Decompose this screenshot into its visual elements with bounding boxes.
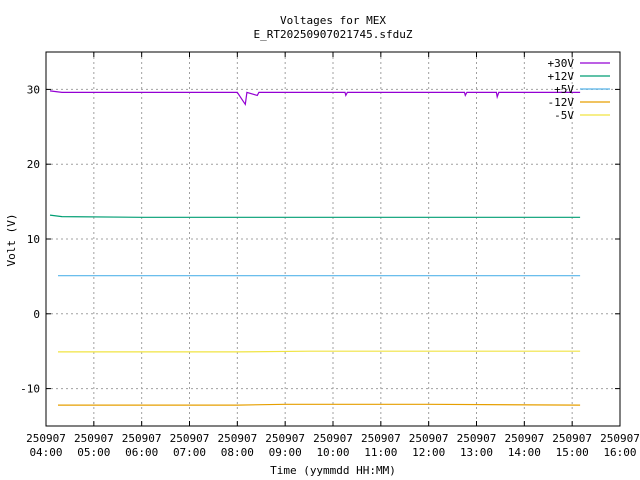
series-line-4 (58, 350, 581, 353)
y-tick-label: 0 (33, 308, 40, 321)
x-tick-label-date: 250907 (552, 432, 592, 445)
x-tick-label-date: 250907 (457, 432, 497, 445)
x-tick-label-time: 04:00 (29, 446, 62, 459)
grid (46, 52, 620, 426)
x-axis-label: Time (yymmdd HH:MM) (270, 464, 396, 477)
x-tick-label-date: 250907 (265, 432, 305, 445)
y-tick-label: 10 (27, 233, 40, 246)
series-line-1 (49, 214, 581, 218)
x-tick-label-date: 250907 (313, 432, 353, 445)
x-tick-label-date: 250907 (122, 432, 162, 445)
y-axis-label: Volt (V) (5, 214, 18, 267)
x-tick-label-time: 09:00 (269, 446, 302, 459)
x-tick-label-time: 13:00 (460, 446, 493, 459)
x-tick-label-time: 16:00 (603, 446, 636, 459)
x-tick-label-time: 12:00 (412, 446, 445, 459)
x-tick-label-time: 06:00 (125, 446, 158, 459)
x-tick-label-date: 250907 (74, 432, 114, 445)
legend-label: -12V (548, 96, 575, 109)
chart-title: Voltages for MEX (280, 14, 386, 27)
x-tick-label-time: 10:00 (316, 446, 349, 459)
x-tick-label-date: 250907 (217, 432, 257, 445)
legend: +30V+12V+5V-12V-5V (548, 57, 610, 122)
x-tick-label-date: 250907 (600, 432, 640, 445)
x-tick-label-time: 14:00 (508, 446, 541, 459)
x-tick-label-date: 250907 (170, 432, 210, 445)
y-tick-label: -10 (20, 383, 40, 396)
y-tick-label: 30 (27, 83, 40, 96)
x-tick-label-date: 250907 (361, 432, 401, 445)
legend-label: +12V (548, 70, 575, 83)
series (49, 90, 581, 406)
chart-subtitle: E_RT20250907021745.sfduZ (254, 28, 413, 41)
x-tick-label-time: 15:00 (556, 446, 589, 459)
x-tick-label-time: 07:00 (173, 446, 206, 459)
x-tick-label-time: 11:00 (364, 446, 397, 459)
y-tick-label: 20 (27, 158, 40, 171)
axis-ticks: 25090704:0025090705:0025090706:002509070… (20, 52, 640, 459)
x-tick-label-date: 250907 (504, 432, 544, 445)
x-tick-label-date: 250907 (26, 432, 66, 445)
series-line-0 (49, 90, 581, 107)
series-line-3 (58, 403, 581, 406)
x-tick-label-time: 05:00 (77, 446, 110, 459)
x-tick-label-date: 250907 (409, 432, 449, 445)
legend-label: +5V (554, 83, 574, 96)
legend-label: +30V (548, 57, 575, 70)
x-tick-label-time: 08:00 (221, 446, 254, 459)
legend-label: -5V (554, 109, 574, 122)
